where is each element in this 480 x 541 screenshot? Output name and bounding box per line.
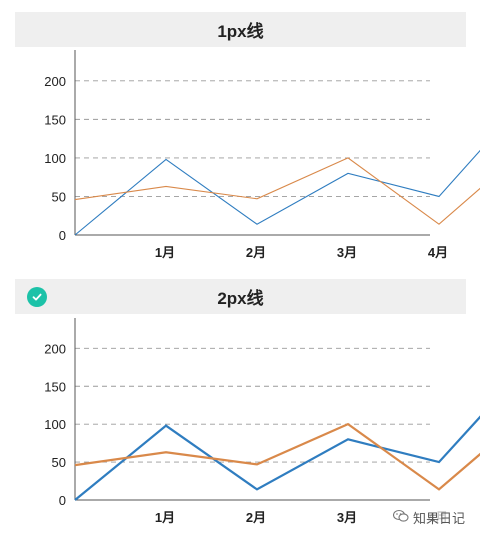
- x-tick-label: 3月: [337, 510, 357, 525]
- y-tick-label: 0: [59, 228, 66, 243]
- y-tick-label: 150: [44, 379, 66, 394]
- y-tick-label: 50: [52, 189, 66, 204]
- check-circle-icon: [27, 287, 47, 307]
- y-tick-label: 100: [44, 417, 66, 432]
- x-tick-label: 2月: [246, 510, 266, 525]
- y-tick-label: 0: [59, 493, 66, 508]
- chart-title-text: 2px线: [217, 289, 264, 308]
- wechat-icon: [392, 509, 409, 526]
- y-tick-label: 200: [44, 341, 66, 356]
- watermark: 知果日记: [390, 507, 469, 528]
- chart-title: 2px线: [15, 279, 466, 314]
- series-line: [74, 149, 480, 236]
- y-tick-label: 50: [52, 455, 66, 470]
- x-tick-label: 4月: [428, 245, 448, 260]
- x-tick-label: 3月: [337, 245, 357, 260]
- series-line: [74, 415, 480, 501]
- chart-title: 1px线: [15, 12, 466, 47]
- line-chart-1px: 0 50 100 150 200 1月 2月 3月 4月: [44, 50, 480, 260]
- y-tick-label: 200: [44, 74, 66, 89]
- chart-title-text: 1px线: [217, 22, 264, 41]
- series-line: [74, 422, 480, 491]
- x-tick-label: 1月: [155, 245, 175, 260]
- y-tick-label: 150: [44, 112, 66, 127]
- y-tick-label: 100: [44, 151, 66, 166]
- x-tick-label: 1月: [155, 510, 175, 525]
- x-tick-label: 2月: [246, 245, 266, 260]
- series-line: [74, 157, 480, 225]
- watermark-text: 知果日记: [413, 511, 466, 526]
